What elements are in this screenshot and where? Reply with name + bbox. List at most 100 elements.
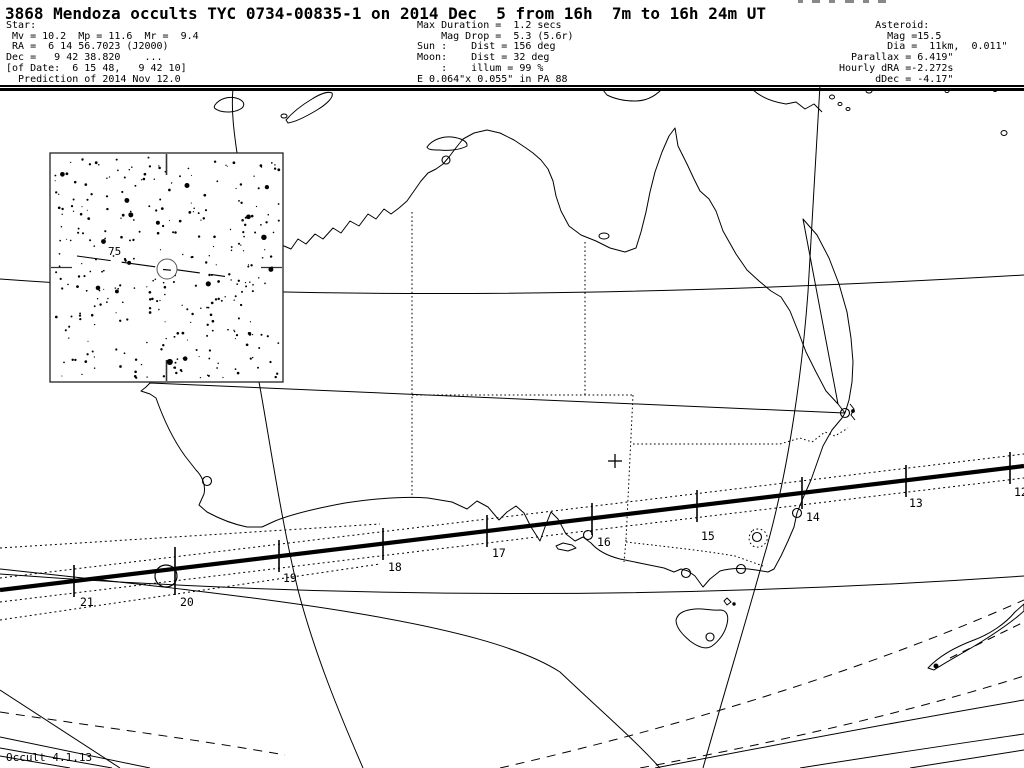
star-dot (60, 171, 65, 177)
star-dot (158, 166, 161, 170)
star-dot (181, 331, 185, 335)
star-dot (106, 301, 108, 303)
star-dot (81, 232, 85, 235)
star-dot (176, 331, 180, 335)
star-dot (156, 300, 159, 303)
shadow-path-centerline (0, 463, 1024, 593)
star-dot (199, 376, 202, 379)
star-dot (184, 182, 190, 189)
star-dot (95, 285, 101, 291)
star-dot (187, 167, 190, 170)
city-circle-sydney (791, 507, 803, 519)
city-circle-darwin (441, 155, 451, 165)
path-uncertainty-north-outer (0, 523, 381, 549)
star-dot (210, 301, 214, 305)
star-dot (234, 295, 237, 298)
star-dot (161, 224, 165, 228)
star-dot (93, 305, 96, 308)
se-dashed-arc (639, 675, 1024, 768)
star-dot (211, 319, 215, 323)
star-dot (158, 308, 160, 311)
star-dot (140, 179, 143, 181)
star-dot (213, 160, 217, 163)
star-dot (162, 375, 166, 378)
star-dot (193, 207, 195, 210)
star-dot (123, 176, 126, 179)
star-dot (233, 330, 236, 333)
star-dot (86, 353, 89, 356)
se-corner-line (654, 699, 1024, 768)
star-dot (102, 269, 105, 272)
star-dot (234, 338, 236, 340)
kangaroo-island (555, 542, 577, 552)
star-dot (269, 255, 273, 258)
star-dot (216, 180, 219, 183)
star-dot (81, 158, 84, 161)
star-dot (84, 183, 88, 186)
star-dot (172, 280, 175, 284)
star-dot (132, 238, 135, 242)
event-info-block: Max Duration = 1.2 secs Mag Drop = 5.3 (… (417, 20, 574, 85)
star-dot (273, 167, 277, 170)
star-dot (114, 289, 119, 294)
small-island (280, 113, 288, 119)
star-dot (134, 358, 138, 361)
star-dot (112, 255, 115, 257)
star-dot (98, 163, 100, 166)
star-dot (88, 163, 92, 166)
star-dot (133, 374, 137, 378)
star-dot (250, 214, 254, 218)
star-dot (159, 299, 161, 302)
star-dot (240, 201, 243, 205)
star-dot (212, 245, 215, 248)
star-dot (163, 293, 166, 296)
time-tick-label: 20 (180, 595, 194, 609)
star-dot (70, 204, 74, 208)
star-dot (71, 358, 74, 362)
new-guinea-coast-west (602, 89, 662, 102)
star-dot (243, 235, 245, 238)
star-dot (128, 212, 134, 218)
star-dot (202, 217, 206, 220)
star-dot (237, 242, 241, 245)
moreton-dot (851, 409, 855, 413)
star-dot (73, 180, 77, 184)
star-dot (200, 307, 202, 310)
nz-islet (933, 663, 939, 669)
sw-corner-line (0, 755, 71, 768)
star-dot (217, 362, 219, 365)
new-guinea-coast-east (752, 89, 823, 113)
star-dot (54, 180, 56, 182)
star-dot (239, 303, 243, 307)
path-marker-circle (154, 564, 178, 588)
se-dashed-arc (499, 599, 1024, 768)
star-dot (132, 257, 135, 260)
star-dot (87, 340, 89, 342)
star-dot (155, 209, 158, 212)
software-version-label: Occult 4.1.13 (6, 751, 93, 764)
star-dot (90, 313, 94, 317)
se-corner-line (909, 749, 1024, 768)
star-dot (123, 352, 126, 355)
star-dot (121, 190, 124, 194)
star-dot (247, 265, 250, 268)
star-dot (190, 174, 193, 176)
star-dot (155, 220, 160, 225)
star-dot (160, 207, 164, 210)
star-dot (261, 234, 267, 241)
star-dot (124, 197, 130, 203)
star-dot (222, 376, 224, 379)
time-tick-label: 12 (1014, 485, 1024, 499)
star-dot (235, 333, 239, 337)
cropped-text-remnant (829, 0, 835, 3)
star-dot (198, 356, 200, 358)
star-dot (121, 213, 125, 217)
star-dot (213, 235, 216, 239)
star-dot (163, 285, 167, 289)
star-dot (209, 313, 213, 317)
star-dot (63, 361, 65, 364)
sw-corner-line (0, 747, 113, 768)
star-dot (176, 358, 179, 360)
